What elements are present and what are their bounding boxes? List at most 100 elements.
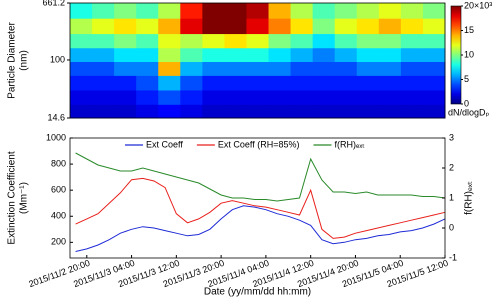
series-line (75, 152, 446, 202)
heat-cell (334, 47, 358, 63)
heat-cell (268, 18, 292, 35)
heat-cell (202, 104, 225, 119)
heat-cell (202, 75, 225, 91)
heat-cell (312, 33, 336, 49)
heat-cell (114, 75, 137, 91)
heat-cell (224, 3, 247, 19)
heat-cell (312, 18, 336, 35)
heat-cell (158, 18, 181, 35)
heat-cell (290, 47, 314, 63)
heat-cell (246, 104, 270, 119)
heat-cell (114, 33, 137, 49)
y-axis-label: (Mm⁻¹) (19, 182, 30, 214)
heat-cell (70, 89, 93, 105)
heat-cell (422, 3, 446, 19)
y-tick-label: 400 (51, 211, 66, 221)
heat-cell (158, 75, 181, 91)
heat-cell (422, 33, 446, 49)
y-tick-label: 661.2 (42, 0, 65, 7)
heat-cell (158, 3, 181, 19)
heat-cell (158, 33, 181, 49)
heat-cell (378, 18, 402, 35)
heat-cell (114, 18, 137, 35)
heat-cell (268, 3, 292, 19)
heat-cell (378, 47, 402, 63)
heat-cell (334, 89, 358, 105)
colorbar (450, 5, 462, 105)
heat-cell (180, 47, 203, 63)
heat-cell (180, 3, 203, 19)
heat-cell (290, 75, 314, 91)
heat-cell (422, 18, 446, 35)
heat-cell (356, 47, 380, 63)
heat-cell (202, 61, 225, 76)
colorbar-tick-label: 15 (464, 25, 474, 35)
heat-cell (180, 61, 203, 76)
heat-cell (356, 75, 380, 91)
heat-cell (378, 104, 402, 119)
heat-cell (136, 89, 159, 105)
heat-cell (202, 47, 225, 63)
heat-cell (224, 18, 247, 35)
heat-cell (378, 33, 402, 49)
heat-cell (290, 3, 314, 19)
y-tick-label: 1000 (46, 132, 66, 142)
y2-tick-label: 0 (449, 222, 454, 232)
heat-cell (268, 47, 292, 63)
heat-cell (422, 75, 446, 91)
heat-cell (334, 3, 358, 19)
heat-cell (246, 18, 270, 35)
heat-cell (202, 3, 225, 19)
heat-cell (92, 104, 115, 119)
heat-cell (158, 47, 181, 63)
heat-cell (70, 18, 93, 35)
heat-cell (312, 104, 336, 119)
heat-cell (246, 47, 270, 63)
heat-cell (290, 104, 314, 119)
heat-cell (180, 104, 203, 119)
heat-cell (136, 47, 159, 63)
series-line (75, 205, 446, 252)
heat-cell (268, 89, 292, 105)
heat-cell (422, 104, 446, 119)
heat-cell (400, 75, 424, 91)
y-tick-label: 800 (51, 158, 66, 168)
heat-cell (224, 104, 247, 119)
heat-cell (114, 61, 137, 76)
heat-cell (268, 61, 292, 76)
heat-cell (224, 89, 247, 105)
y2-axis-label: f(RH)ₑₓₜ (464, 181, 475, 215)
y-tick-label: 100 (50, 54, 65, 64)
heat-cell (246, 75, 270, 91)
heat-cell (70, 61, 93, 76)
heat-cell (378, 3, 402, 19)
heat-cell (92, 47, 115, 63)
plot-frame (69, 2, 446, 119)
heat-cell (136, 104, 159, 119)
y2-tick-label: 3 (449, 132, 454, 142)
heat-cell (92, 89, 115, 105)
heat-cell (136, 3, 159, 19)
heat-cell (224, 47, 247, 63)
y-axis-label: Particle Diameter (7, 21, 18, 98)
heat-cell (92, 3, 115, 19)
heat-cell (422, 61, 446, 76)
heat-cell (290, 33, 314, 49)
heat-cell (136, 33, 159, 49)
heat-cell (114, 89, 137, 105)
heat-cell (158, 89, 181, 105)
heat-cell (136, 75, 159, 91)
heat-cell (312, 75, 336, 91)
y-axis-label: Extinction Coefficient (7, 151, 18, 244)
heat-cell (378, 89, 402, 105)
heat-cell (246, 89, 270, 105)
heat-cell (422, 89, 446, 105)
heat-cell (268, 33, 292, 49)
heat-cell (334, 18, 358, 35)
y-tick-label: 600 (51, 185, 66, 195)
heat-cell (356, 89, 380, 105)
heat-cell (202, 18, 225, 35)
heat-cell (268, 104, 292, 119)
heat-cell (202, 33, 225, 49)
legend-label: Ext Coeff (146, 139, 183, 149)
